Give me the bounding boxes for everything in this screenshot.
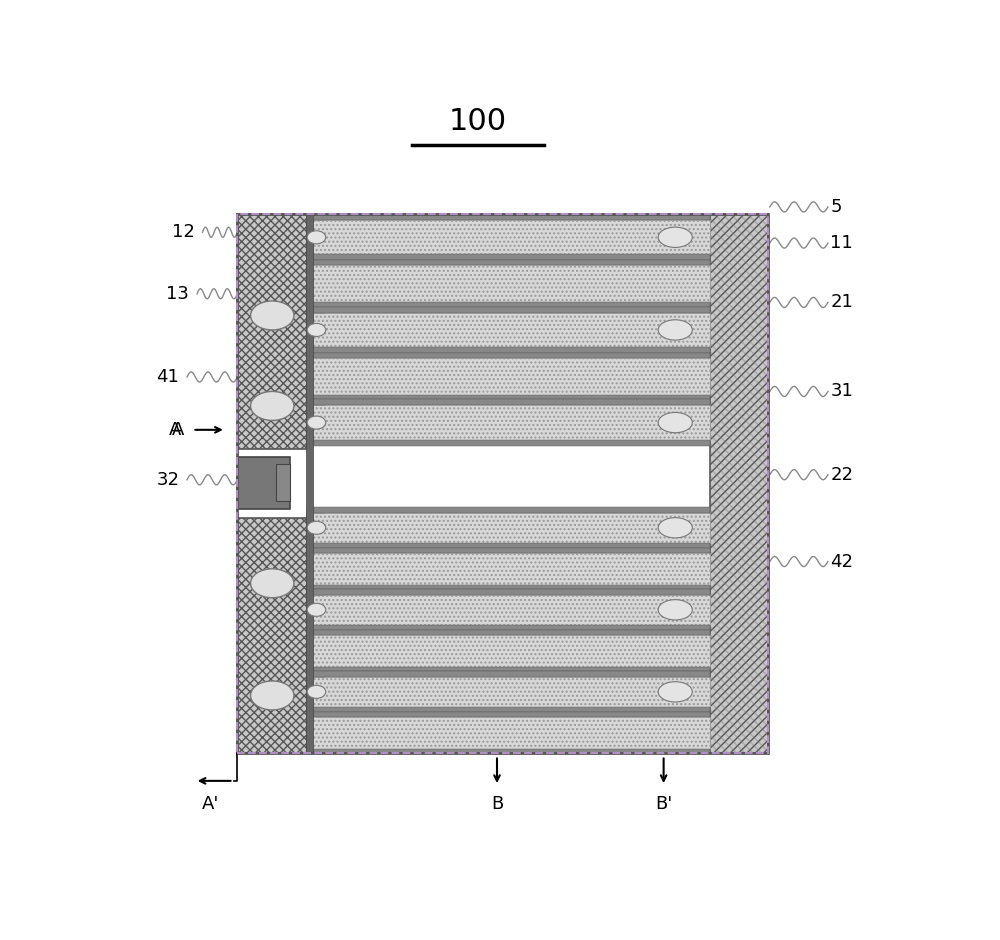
Ellipse shape [658, 600, 692, 620]
Ellipse shape [307, 685, 326, 698]
Ellipse shape [658, 320, 692, 340]
Bar [307, 707, 710, 713]
Bar [313, 512, 710, 543]
Bar [306, 220, 324, 255]
Bar [313, 313, 710, 347]
Bar [313, 634, 710, 667]
Ellipse shape [251, 681, 294, 710]
Ellipse shape [251, 391, 294, 420]
Bar [237, 457, 290, 509]
Bar [313, 358, 710, 395]
Bar [307, 625, 710, 631]
Bar [313, 667, 710, 671]
Text: 5: 5 [830, 198, 842, 216]
Ellipse shape [251, 569, 294, 598]
Bar [306, 405, 324, 440]
Bar [313, 749, 710, 753]
Bar [313, 405, 710, 440]
Bar [710, 214, 768, 753]
Bar [313, 548, 710, 553]
Text: 100: 100 [449, 107, 507, 136]
Text: 13: 13 [166, 285, 189, 303]
Bar [307, 440, 710, 446]
Bar [313, 716, 710, 749]
Ellipse shape [307, 323, 326, 337]
Bar [307, 214, 710, 220]
Bar [276, 463, 290, 501]
Bar [313, 631, 710, 634]
Ellipse shape [307, 231, 326, 243]
Bar [306, 214, 313, 753]
Bar [313, 553, 710, 585]
Text: A': A' [202, 794, 219, 812]
Text: 11: 11 [830, 234, 853, 252]
Ellipse shape [658, 227, 692, 247]
Bar [306, 313, 324, 347]
Bar [313, 260, 710, 265]
Bar [313, 302, 710, 306]
Text: B: B [491, 795, 503, 813]
Bar [306, 677, 324, 707]
Ellipse shape [658, 682, 692, 702]
Bar [307, 589, 710, 595]
Text: 21: 21 [830, 293, 853, 311]
Bar [313, 713, 710, 716]
Ellipse shape [251, 301, 294, 330]
Bar [307, 543, 710, 548]
Bar [313, 595, 710, 625]
Bar [307, 255, 710, 260]
Text: A: A [172, 421, 185, 439]
Bar [307, 508, 710, 512]
Ellipse shape [307, 522, 326, 534]
Bar [237, 518, 307, 753]
Text: 41: 41 [156, 368, 179, 386]
Text: 32: 32 [156, 471, 179, 489]
Ellipse shape [658, 518, 692, 538]
Bar [237, 214, 768, 753]
Text: B': B' [655, 795, 672, 813]
Text: 42: 42 [830, 553, 853, 571]
Bar [710, 214, 768, 753]
Bar [313, 677, 710, 707]
Ellipse shape [307, 603, 326, 617]
Bar [313, 220, 710, 255]
Bar [306, 512, 324, 543]
Ellipse shape [307, 416, 326, 429]
Bar [237, 214, 307, 449]
Bar [306, 595, 324, 625]
Bar [313, 585, 710, 589]
Bar [307, 306, 710, 313]
Bar [237, 214, 768, 753]
Text: 22: 22 [830, 465, 853, 484]
Text: 31: 31 [830, 383, 853, 400]
Bar [307, 400, 710, 405]
Text: 12: 12 [172, 223, 195, 242]
Bar [313, 395, 710, 400]
Text: A: A [168, 421, 181, 439]
Bar [313, 265, 710, 302]
Ellipse shape [658, 413, 692, 432]
Bar [313, 353, 710, 358]
Bar [307, 347, 710, 353]
Bar [307, 671, 710, 677]
